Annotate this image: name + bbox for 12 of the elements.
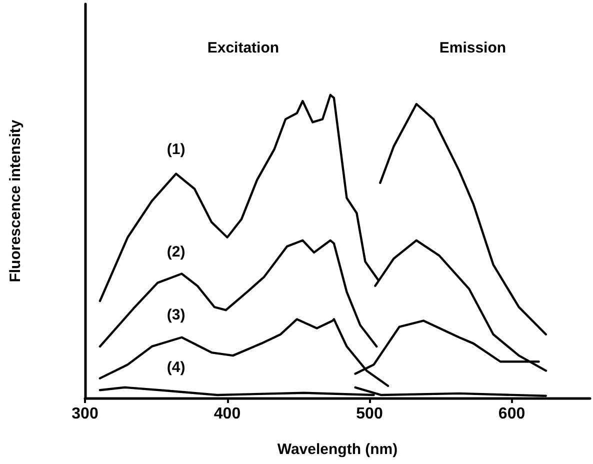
series-label: (1) <box>166 141 186 158</box>
x-tick-label: 600 <box>498 406 526 422</box>
x-tick-label: 400 <box>214 406 241 422</box>
series-label: (3) <box>166 306 186 324</box>
y-axis-title: Fluorescence intensity <box>7 119 24 282</box>
text: Excitation <box>207 40 280 56</box>
x-axis-title: Wavelength (nm) <box>277 441 398 458</box>
series-label: (2) <box>166 243 186 260</box>
x-tick-label: 300 <box>72 406 98 422</box>
x-tick-label: 500 <box>356 406 383 422</box>
text: Emission <box>439 40 506 56</box>
series-label: (4) <box>166 358 186 376</box>
